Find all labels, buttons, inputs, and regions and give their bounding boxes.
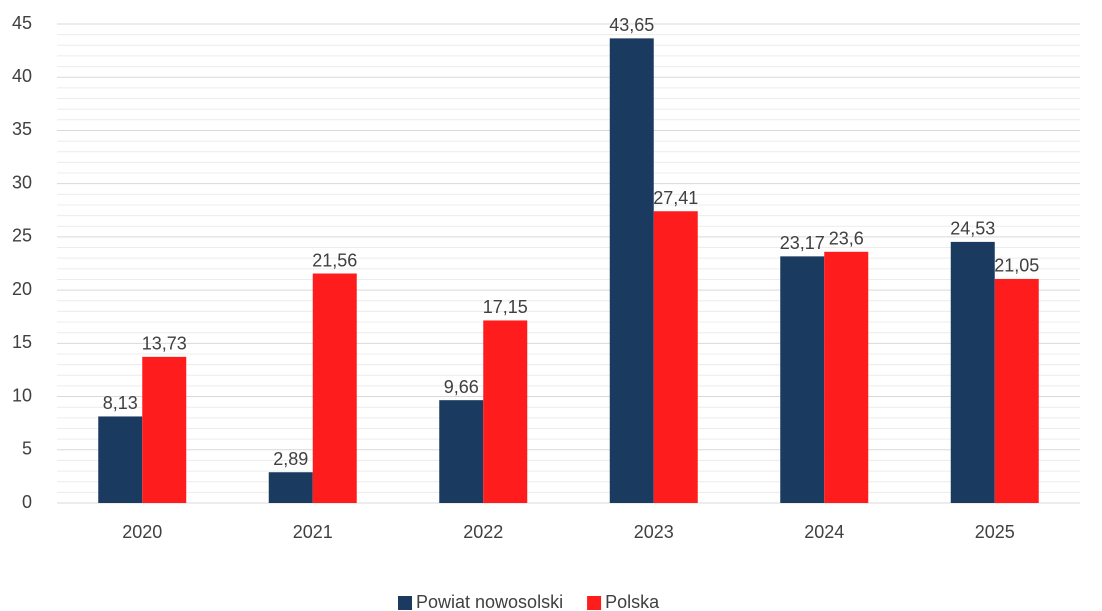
legend-swatch: [398, 596, 412, 610]
legend-label: Powiat nowosolski: [416, 592, 563, 611]
bar: [312, 273, 357, 503]
value-label: 23,17: [780, 233, 825, 253]
value-label: 21,05: [994, 256, 1039, 276]
bar: [950, 241, 995, 503]
y-tick-label: 25: [12, 226, 32, 246]
x-tick-label: 2022: [463, 522, 503, 542]
value-label: 21,56: [312, 250, 357, 270]
x-tick-label: 2020: [122, 522, 162, 542]
bar: [609, 38, 654, 504]
value-label: 9,66: [444, 377, 479, 397]
y-tick-label: 0: [22, 492, 32, 512]
bar: [142, 356, 187, 503]
x-tick-label: 2024: [804, 522, 844, 542]
value-label: 43,65: [609, 15, 654, 35]
value-label: 2,89: [273, 449, 308, 469]
value-label: 27,41: [653, 188, 698, 208]
y-tick-label: 20: [12, 279, 32, 299]
y-tick-label: 10: [12, 385, 32, 405]
legend-swatch: [587, 596, 602, 610]
y-tick-label: 40: [12, 66, 32, 86]
x-tick-label: 2021: [293, 522, 333, 542]
bar: [439, 400, 484, 503]
y-tick-label: 45: [12, 13, 32, 33]
legend-label: Polska: [605, 592, 660, 611]
bar: [98, 416, 143, 503]
value-label: 8,13: [103, 393, 138, 413]
value-label: 23,6: [829, 229, 864, 249]
bar: [653, 211, 698, 503]
x-tick-label: 2023: [634, 522, 674, 542]
bar: [268, 472, 313, 503]
y-tick-label: 35: [12, 119, 32, 139]
value-label: 24,53: [950, 219, 995, 239]
bar: [824, 251, 869, 503]
value-label: 17,15: [483, 297, 528, 317]
y-tick-label: 30: [12, 172, 32, 192]
bar: [780, 256, 825, 503]
x-tick-label: 2025: [975, 522, 1015, 542]
y-tick-label: 5: [22, 439, 32, 459]
bar: [994, 278, 1039, 503]
value-label: 13,73: [142, 334, 187, 354]
y-tick-label: 15: [12, 332, 32, 352]
bar: [483, 320, 528, 503]
